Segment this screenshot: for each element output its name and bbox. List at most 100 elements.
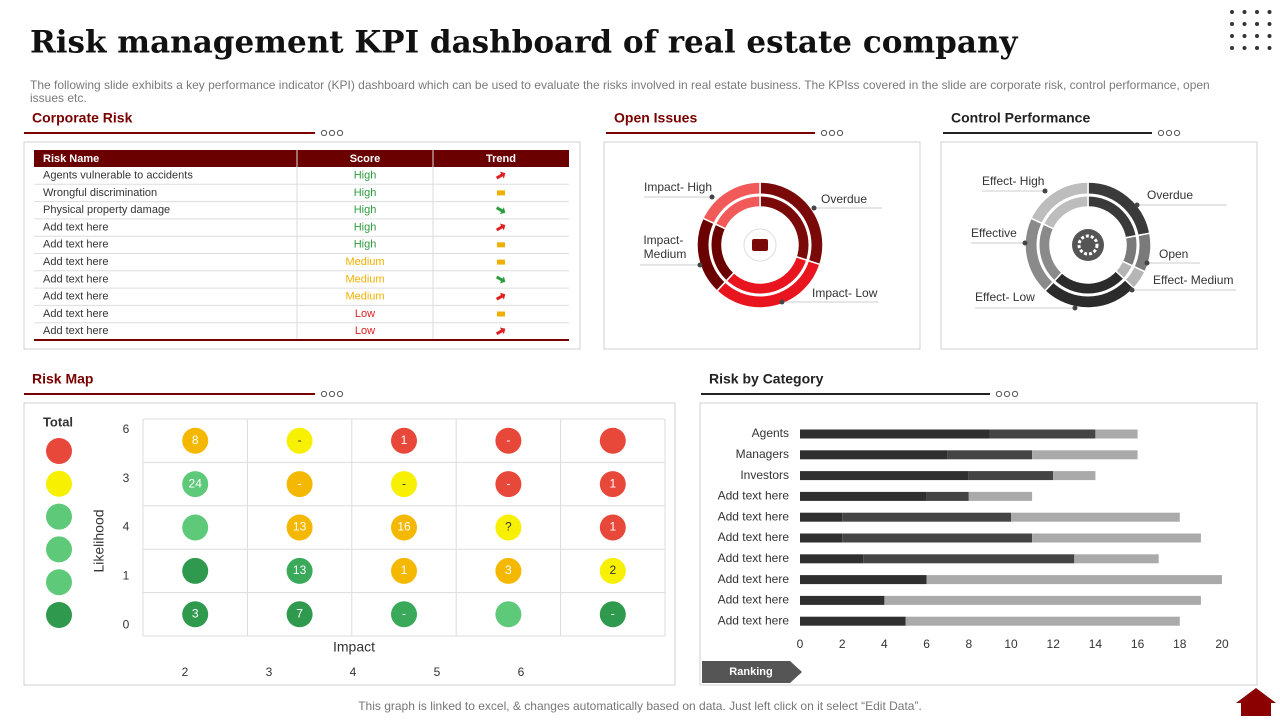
section-dot: [1011, 390, 1019, 398]
trend-icon: [497, 242, 505, 248]
bubble-label: -: [402, 606, 406, 620]
category-label: Add text here: [718, 489, 790, 503]
risk-score: Medium: [345, 256, 384, 268]
risk-bubble: [286, 601, 313, 628]
category-label: Investors: [740, 468, 789, 482]
risk-bubble: [182, 514, 209, 541]
decor-dot: [1230, 22, 1234, 26]
risk-bubble: [182, 471, 209, 498]
total-bubble: [46, 536, 72, 563]
risk-bubble: [599, 557, 626, 584]
center-icon: [1072, 229, 1104, 261]
risk-name: Add text here: [43, 221, 108, 233]
risk-name: Add text here: [43, 256, 108, 268]
risk-score: High: [354, 187, 377, 199]
risk-bubble: [495, 471, 522, 498]
section-dot: [336, 129, 344, 137]
row-label: 3: [123, 471, 130, 485]
leader-dot: [709, 194, 715, 200]
bubble-label: 16: [397, 520, 411, 534]
bar-segment: [1053, 471, 1096, 481]
risk-bubble: [391, 471, 417, 498]
trend-icon: [495, 327, 506, 336]
bar-segment: [842, 512, 1011, 522]
risk-score: Low: [355, 308, 375, 320]
risk-score: Medium: [345, 291, 384, 303]
donut-label: Overdue: [1147, 188, 1193, 202]
risk-bubble: [495, 514, 522, 541]
risk-score: High: [354, 204, 377, 216]
total-bubble: [46, 438, 72, 464]
row-label: 4: [123, 520, 130, 534]
risk-bubble: [599, 427, 626, 454]
home-icon: [1236, 688, 1276, 716]
donut-label: Impact- Low: [812, 286, 878, 300]
risk-bubble: [286, 557, 313, 584]
bubble-label: -: [298, 476, 302, 490]
risk-bubble: [286, 514, 313, 541]
risk-score: High: [354, 170, 377, 182]
bar-segment: [905, 616, 1180, 626]
bubble-label: 13: [293, 520, 307, 534]
section-dot: [336, 390, 344, 398]
row-label: 0: [123, 617, 130, 631]
x-tick-label: 18: [1173, 637, 1187, 651]
bar-segment: [800, 491, 927, 501]
bar-segment: [947, 450, 1033, 460]
bubble-label: 1: [401, 433, 408, 447]
x-tick-label: 16: [1131, 637, 1145, 651]
trend-flat: [497, 259, 505, 265]
decor-dot: [1242, 46, 1247, 50]
bar-segment: [1095, 429, 1138, 439]
bar-segment: [800, 595, 885, 605]
table-header: [34, 150, 569, 167]
trend-arrow: [495, 327, 506, 336]
leader-dot: [1022, 240, 1028, 246]
x-tick-label: 20: [1215, 637, 1229, 651]
total-label: Total: [43, 414, 73, 429]
leader-dot: [1134, 202, 1140, 208]
risk-bubble: [391, 601, 417, 628]
section-dot: [320, 390, 328, 398]
section-title: Control Performance: [951, 110, 1090, 126]
trend-arrow: [495, 171, 506, 180]
bar-segment: [968, 471, 1054, 481]
section-dot: [828, 129, 836, 137]
bubble-label: -: [402, 476, 406, 490]
risk-bubble: [391, 427, 417, 454]
risk-bubble: [286, 471, 313, 498]
bubble-label: 8: [192, 433, 199, 447]
section-dot: [820, 129, 828, 137]
siren: [752, 239, 768, 251]
risk-bubble: [286, 427, 313, 454]
trend-flat: [497, 311, 505, 317]
category-label: Add text here: [718, 530, 790, 544]
x-tick-label: 8: [965, 637, 972, 651]
donut-label: Effect- Low: [975, 290, 1035, 304]
leader-dot: [779, 299, 785, 305]
risk-name: Add text here: [43, 291, 108, 303]
x-tick-label: 10: [1004, 637, 1018, 651]
bar-segment: [1011, 512, 1180, 522]
total-bubble: [46, 470, 72, 497]
x-tick-label: 2: [839, 637, 846, 651]
leader-dot: [1129, 287, 1135, 293]
section-title: Risk by Category: [709, 371, 824, 387]
bubble-label: 1: [609, 520, 616, 534]
decor-dot: [1230, 46, 1234, 50]
trend-icon: [495, 206, 506, 215]
x-tick-label: 6: [923, 637, 930, 651]
bubble-label: 3: [192, 606, 199, 620]
risk-name: Add text here: [43, 325, 108, 337]
donut-label: Impact- High: [644, 180, 712, 194]
ring-gap: [1036, 193, 1140, 297]
bar-segment: [926, 575, 1222, 585]
section-dot: [1003, 390, 1011, 398]
risk-bubble: [495, 427, 522, 454]
risk-bubble: [599, 471, 626, 498]
trend-arrow: [495, 223, 506, 232]
category-label: Add text here: [718, 613, 790, 627]
row-label: 6: [123, 422, 130, 436]
risk-bubble: [182, 601, 209, 628]
col-label: 3: [266, 665, 273, 679]
